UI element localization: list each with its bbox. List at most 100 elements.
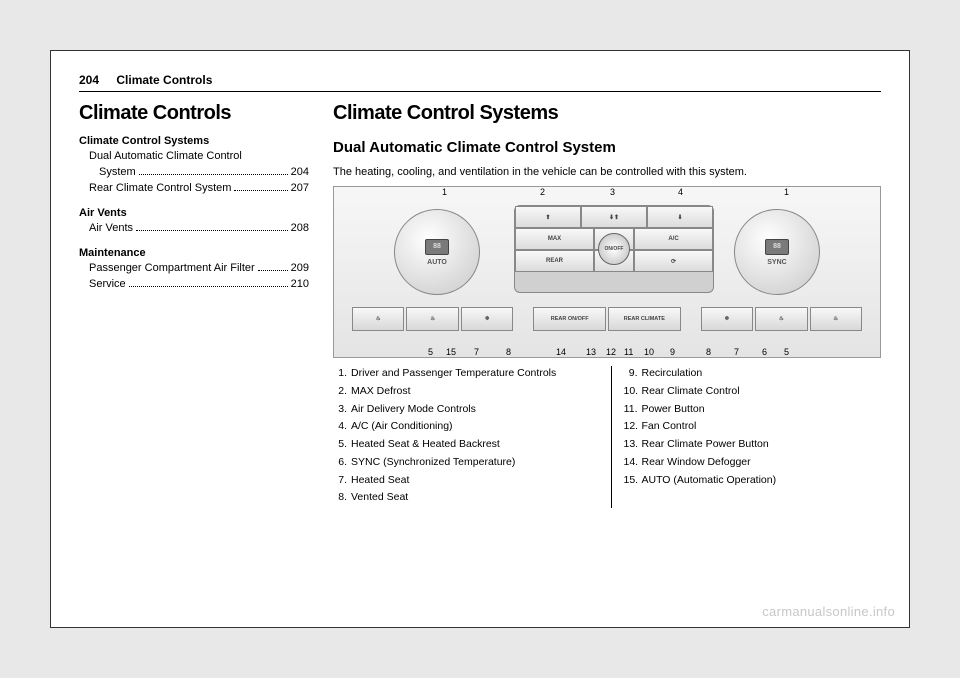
legend: 1.Driver and Passenger Temperature Contr… — [333, 366, 881, 508]
toc-page: 207 — [291, 181, 309, 197]
callout-num: 3 — [610, 187, 615, 197]
legend-text: Heated Seat — [351, 473, 409, 489]
legend-num: 14. — [624, 455, 642, 471]
legend-num: 1. — [333, 366, 351, 382]
callout-num: 1 — [442, 187, 447, 197]
content-subtitle: Dual Automatic Climate Control System — [333, 139, 881, 156]
legend-text: SYNC (Synchronized Temperature) — [351, 455, 515, 471]
max-defrost-btn: MAX — [515, 228, 594, 250]
legend-text: AUTO (Automatic Operation) — [642, 473, 777, 489]
heated-seat-btn: ♨ — [810, 307, 862, 331]
mode-btn: ⬆ — [515, 206, 581, 228]
dial-display: 88 — [425, 239, 449, 255]
legend-num: 13. — [624, 437, 642, 453]
toc-page: 204 — [291, 165, 309, 181]
spacer — [515, 307, 531, 331]
legend-num: 4. — [333, 419, 351, 435]
passenger-temp-dial: 88 SYNC — [734, 209, 820, 295]
callout-num: 14 — [556, 347, 566, 357]
content-column: Climate Control Systems Dual Automatic C… — [333, 102, 881, 508]
ac-btn: A/C — [634, 228, 713, 250]
legend-item: 10.Rear Climate Control — [624, 384, 882, 400]
legend-num: 5. — [333, 437, 351, 453]
toc-item: System 204 — [79, 165, 309, 181]
legend-num: 15. — [624, 473, 642, 489]
legend-text: Power Button — [642, 402, 705, 418]
legend-num: 9. — [624, 366, 642, 382]
chapter-name: Climate Controls — [116, 73, 212, 87]
toc-dots — [258, 270, 288, 271]
legend-text: Rear Climate Power Button — [642, 437, 769, 453]
toc-page: 208 — [291, 221, 309, 237]
fan-knob: ON/OFF — [598, 233, 630, 265]
callout-num: 4 — [678, 187, 683, 197]
callout-num: 1 — [784, 187, 789, 197]
callout-num: 8 — [506, 347, 511, 357]
toc-label: Rear Climate Control System — [89, 181, 231, 197]
legend-item: 7.Heated Seat — [333, 473, 591, 489]
legend-item: 9.Recirculation — [624, 366, 882, 382]
heated-seat-btn: ♨ — [352, 307, 404, 331]
legend-num: 8. — [333, 490, 351, 506]
callout-num: 2 — [540, 187, 545, 197]
content-columns: Climate Controls Climate Control Systems… — [79, 102, 881, 508]
legend-item: 3.Air Delivery Mode Controls — [333, 402, 591, 418]
center-button-cluster: ⬆ ⬇⬆ ⬇ MAX A/C REAR ⟳ ON/OFF — [514, 205, 714, 293]
legend-item: 11.Power Button — [624, 402, 882, 418]
vented-seat-btn: ❄ — [701, 307, 753, 331]
callout-num: 13 — [586, 347, 596, 357]
legend-num: 11. — [624, 402, 642, 418]
legend-item: 12.Fan Control — [624, 419, 882, 435]
toc-dots — [234, 190, 287, 191]
callout-num: 11 — [624, 347, 633, 357]
toc-item: Service 210 — [79, 277, 309, 293]
toc-group: Climate Control Systems Dual Automatic C… — [79, 135, 309, 197]
toc-group-head: Maintenance — [79, 247, 309, 259]
legend-text: Fan Control — [642, 419, 697, 435]
toc-title: Climate Controls — [79, 102, 309, 125]
toc-page: 209 — [291, 261, 309, 277]
toc-dots — [136, 230, 288, 231]
legend-text: A/C (Air Conditioning) — [351, 419, 453, 435]
legend-col-left: 1.Driver and Passenger Temperature Contr… — [333, 366, 591, 508]
legend-list: 1.Driver and Passenger Temperature Contr… — [333, 366, 591, 506]
legend-item: 4.A/C (Air Conditioning) — [333, 419, 591, 435]
heated-seat-btn: ♨ — [406, 307, 458, 331]
callouts-bottom: 5 15 7 8 14 13 12 11 10 9 8 7 6 5 — [334, 343, 880, 357]
page-number: 204 — [79, 73, 99, 87]
seat-button-row: ♨ ♨ ❄ REAR ON/OFF REAR CLIMATE ❄ ♨ ♨ — [352, 307, 862, 331]
page-header: 204 Climate Controls — [79, 73, 881, 92]
legend-text: Driver and Passenger Temperature Control… — [351, 366, 556, 382]
watermark: carmanualsonline.info — [762, 604, 895, 619]
callout-num: 5 — [428, 347, 433, 357]
callout-num: 7 — [474, 347, 479, 357]
climate-control-diagram: 1 2 3 4 1 88 AUTO 88 SYNC — [333, 186, 881, 358]
toc-label: System — [99, 165, 136, 181]
spacer — [683, 307, 699, 331]
toc-item: Dual Automatic Climate Control — [79, 149, 309, 165]
legend-text: Vented Seat — [351, 490, 408, 506]
toc-group: Air Vents Air Vents 208 — [79, 207, 309, 237]
manual-page: 204 Climate Controls Climate Controls Cl… — [50, 50, 910, 628]
legend-num: 12. — [624, 419, 642, 435]
toc-item: Passenger Compartment Air Filter 209 — [79, 261, 309, 277]
toc-item: Rear Climate Control System 207 — [79, 181, 309, 197]
mode-row: ⬆ ⬇⬆ ⬇ — [515, 206, 713, 228]
callout-num: 15 — [446, 347, 456, 357]
callout-num: 7 — [734, 347, 739, 357]
legend-list: 9.Recirculation 10.Rear Climate Control … — [624, 366, 882, 488]
legend-item: 5.Heated Seat & Heated Backrest — [333, 437, 591, 453]
callout-num: 12 — [606, 347, 616, 357]
callout-num: 9 — [670, 347, 675, 357]
callout-num: 8 — [706, 347, 711, 357]
content-title: Climate Control Systems — [333, 102, 881, 125]
legend-text: Rear Climate Control — [642, 384, 740, 400]
dial-label: SYNC — [767, 259, 786, 266]
toc-label: Passenger Compartment Air Filter — [89, 261, 255, 277]
legend-item: 6.SYNC (Synchronized Temperature) — [333, 455, 591, 471]
legend-item: 15.AUTO (Automatic Operation) — [624, 473, 882, 489]
legend-text: Rear Window Defogger — [642, 455, 751, 471]
callout-num: 10 — [644, 347, 654, 357]
callouts-top: 1 2 3 4 1 — [334, 187, 880, 203]
legend-item: 14.Rear Window Defogger — [624, 455, 882, 471]
